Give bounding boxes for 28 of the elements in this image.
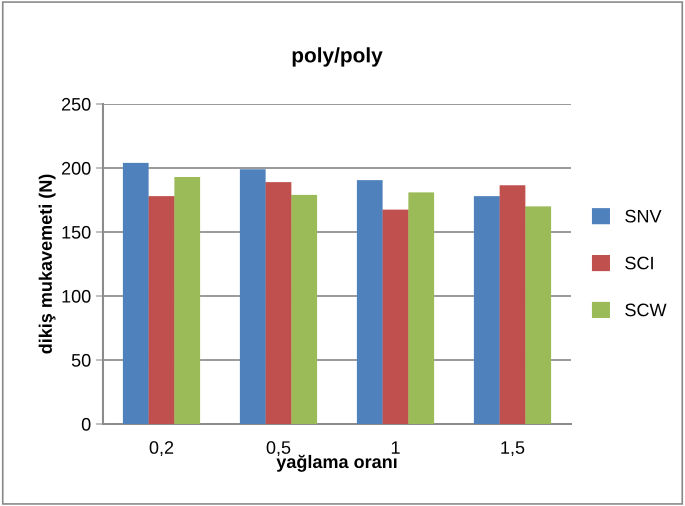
legend-label: SCW — [625, 304, 666, 316]
bar — [525, 206, 552, 424]
bar — [122, 162, 149, 424]
y-axis-title: dikiş mukavemeti (N) — [38, 174, 56, 354]
bar — [356, 180, 383, 424]
y-tick-label: 0 — [82, 418, 90, 431]
bar — [382, 210, 408, 424]
bar — [291, 194, 318, 424]
y-tick-label: 50 — [72, 354, 90, 367]
bar — [500, 185, 526, 424]
bar — [474, 196, 500, 424]
legend-label: SNV — [625, 210, 662, 223]
bar — [240, 169, 266, 424]
y-tick-label: 200 — [62, 162, 90, 175]
bar — [148, 196, 174, 424]
x-tick-label: 1,5 — [501, 441, 524, 456]
bar — [266, 182, 292, 424]
x-tick-label: 1 — [392, 441, 400, 454]
bar — [408, 192, 434, 424]
x-tick-label: 0,5 — [266, 441, 290, 456]
x-axis-title: yağlama oranı — [276, 454, 396, 472]
y-tick-label: 100 — [62, 290, 90, 303]
y-tick-label: 150 — [62, 226, 90, 239]
bar — [174, 176, 200, 424]
x-tick-label: 0,2 — [150, 441, 174, 456]
chart-title: poly/poly — [292, 47, 383, 67]
legend-label: SCI — [625, 256, 653, 270]
y-tick-label: 250 — [62, 98, 90, 111]
